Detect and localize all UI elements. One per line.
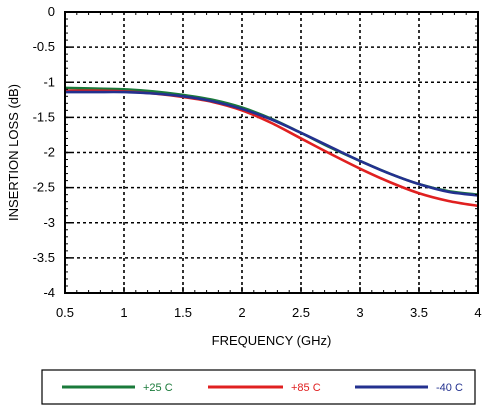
x-tick-label: 4 [474, 305, 481, 320]
x-tick-label: 2 [238, 305, 245, 320]
x-tick-label: 3.5 [410, 305, 428, 320]
legend-label: +85 C [291, 382, 321, 394]
y-axis-title: INSERTION LOSS (dB) [6, 84, 21, 221]
legend-label: +25 C [143, 382, 173, 394]
x-axis-title: FREQUENCY (GHz) [212, 333, 332, 348]
legend: +25 C +85 C -40 C [41, 369, 476, 405]
x-tick-label: 2.5 [292, 305, 310, 320]
label-layer: 0.5 1 1.5 2 2.5 3 3.5 4 0 -0.5 -1 -1.5 -2 -2.5 -3 -3.5 -… [33, 4, 482, 320]
grid-layer [65, 12, 478, 293]
y-tick-label: -3 [43, 215, 55, 230]
y-tick-label: -3.5 [33, 250, 55, 265]
series-layer [64, 86, 479, 208]
y-tick-label: -1.5 [33, 109, 55, 124]
series-line [64, 89, 479, 208]
x-tick-label: 1.5 [174, 305, 192, 320]
y-tick-label: 0 [48, 4, 55, 19]
legend-label: -40 C [436, 382, 463, 394]
y-tick-label: -1 [43, 74, 55, 89]
x-tick-label: 3 [356, 305, 363, 320]
y-tick-label: -2.5 [33, 180, 55, 195]
y-tick-label: -0.5 [33, 39, 55, 54]
series-line [64, 90, 479, 197]
y-tick-label: -2 [43, 145, 55, 160]
y-tick-label: -4 [43, 285, 55, 300]
legend-items: +25 C +85 C -40 C [62, 382, 463, 394]
x-tick-label: 0.5 [56, 305, 74, 320]
x-tick-label: 1 [120, 305, 127, 320]
series-line [64, 86, 479, 196]
tick-layer [64, 11, 479, 294]
